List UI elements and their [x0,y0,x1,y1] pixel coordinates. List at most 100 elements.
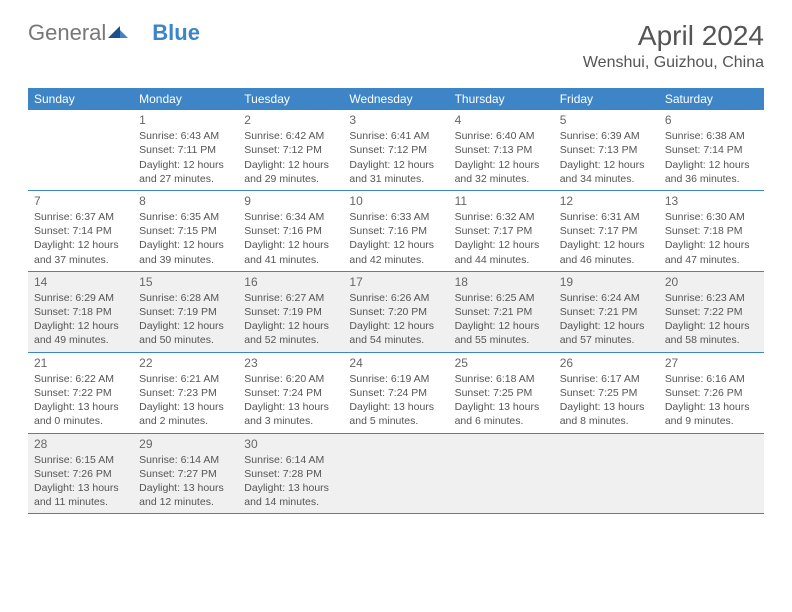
sunrise-text: Sunrise: 6:17 AM [560,372,655,386]
page-location: Wenshui, Guizhou, China [583,54,764,72]
daylight-text: Daylight: 12 hours and 42 minutes. [349,238,444,266]
sunrise-text: Sunrise: 6:43 AM [139,129,234,143]
sunrise-text: Sunrise: 6:18 AM [455,372,550,386]
day-number: 19 [560,274,655,290]
sunrise-text: Sunrise: 6:19 AM [349,372,444,386]
sail-icon [108,20,128,46]
day-cell: 7Sunrise: 6:37 AMSunset: 7:14 PMDaylight… [28,191,133,271]
sunrise-text: Sunrise: 6:28 AM [139,291,234,305]
day-number: 28 [34,436,129,452]
week-row: 28Sunrise: 6:15 AMSunset: 7:26 PMDayligh… [28,434,764,515]
day-cell: 16Sunrise: 6:27 AMSunset: 7:19 PMDayligh… [238,272,343,352]
sunrise-text: Sunrise: 6:15 AM [34,453,129,467]
sunset-text: Sunset: 7:15 PM [139,224,234,238]
dow-header-row: SundayMondayTuesdayWednesdayThursdayFrid… [28,88,764,110]
day-cell: 21Sunrise: 6:22 AMSunset: 7:22 PMDayligh… [28,353,133,433]
daylight-text: Daylight: 13 hours and 3 minutes. [244,400,339,428]
daylight-text: Daylight: 12 hours and 52 minutes. [244,319,339,347]
day-number: 18 [455,274,550,290]
sunset-text: Sunset: 7:26 PM [665,386,760,400]
day-cell: 8Sunrise: 6:35 AMSunset: 7:15 PMDaylight… [133,191,238,271]
sunrise-text: Sunrise: 6:23 AM [665,291,760,305]
dow-header: Saturday [659,88,764,110]
sunset-text: Sunset: 7:16 PM [349,224,444,238]
sunset-text: Sunset: 7:13 PM [455,143,550,157]
day-cell: 26Sunrise: 6:17 AMSunset: 7:25 PMDayligh… [554,353,659,433]
sunrise-text: Sunrise: 6:29 AM [34,291,129,305]
day-number: 8 [139,193,234,209]
day-number: 3 [349,112,444,128]
day-cell: 15Sunrise: 6:28 AMSunset: 7:19 PMDayligh… [133,272,238,352]
day-cell: 23Sunrise: 6:20 AMSunset: 7:24 PMDayligh… [238,353,343,433]
sunrise-text: Sunrise: 6:37 AM [34,210,129,224]
sunset-text: Sunset: 7:20 PM [349,305,444,319]
sunrise-text: Sunrise: 6:16 AM [665,372,760,386]
day-cell: 27Sunrise: 6:16 AMSunset: 7:26 PMDayligh… [659,353,764,433]
sunrise-text: Sunrise: 6:41 AM [349,129,444,143]
sunrise-text: Sunrise: 6:38 AM [665,129,760,143]
sunset-text: Sunset: 7:25 PM [560,386,655,400]
sunset-text: Sunset: 7:24 PM [349,386,444,400]
day-cell: 3Sunrise: 6:41 AMSunset: 7:12 PMDaylight… [343,110,448,190]
day-number: 25 [455,355,550,371]
dow-header: Thursday [449,88,554,110]
day-number: 14 [34,274,129,290]
sunrise-text: Sunrise: 6:42 AM [244,129,339,143]
daylight-text: Daylight: 13 hours and 5 minutes. [349,400,444,428]
title-block: April 2024 Wenshui, Guizhou, China [583,20,764,72]
day-number: 7 [34,193,129,209]
dow-header: Sunday [28,88,133,110]
sunset-text: Sunset: 7:17 PM [455,224,550,238]
week-row: 1Sunrise: 6:43 AMSunset: 7:11 PMDaylight… [28,110,764,191]
day-cell: 5Sunrise: 6:39 AMSunset: 7:13 PMDaylight… [554,110,659,190]
day-number: 5 [560,112,655,128]
sunrise-text: Sunrise: 6:35 AM [139,210,234,224]
day-cell: 30Sunrise: 6:14 AMSunset: 7:28 PMDayligh… [238,434,343,514]
day-cell: 24Sunrise: 6:19 AMSunset: 7:24 PMDayligh… [343,353,448,433]
sunset-text: Sunset: 7:21 PM [560,305,655,319]
sunset-text: Sunset: 7:13 PM [560,143,655,157]
day-cell: 13Sunrise: 6:30 AMSunset: 7:18 PMDayligh… [659,191,764,271]
daylight-text: Daylight: 12 hours and 44 minutes. [455,238,550,266]
daylight-text: Daylight: 13 hours and 8 minutes. [560,400,655,428]
day-cell: 18Sunrise: 6:25 AMSunset: 7:21 PMDayligh… [449,272,554,352]
dow-header: Monday [133,88,238,110]
daylight-text: Daylight: 12 hours and 36 minutes. [665,158,760,186]
day-number: 22 [139,355,234,371]
day-cell: 12Sunrise: 6:31 AMSunset: 7:17 PMDayligh… [554,191,659,271]
day-cell: 22Sunrise: 6:21 AMSunset: 7:23 PMDayligh… [133,353,238,433]
sunset-text: Sunset: 7:23 PM [139,386,234,400]
day-number: 12 [560,193,655,209]
day-cell: 1Sunrise: 6:43 AMSunset: 7:11 PMDaylight… [133,110,238,190]
daylight-text: Daylight: 12 hours and 29 minutes. [244,158,339,186]
sunset-text: Sunset: 7:25 PM [455,386,550,400]
day-number: 17 [349,274,444,290]
daylight-text: Daylight: 13 hours and 0 minutes. [34,400,129,428]
week-row: 7Sunrise: 6:37 AMSunset: 7:14 PM Daylight… [28,191,764,272]
sunrise-text: Sunrise: 6:20 AM [244,372,339,386]
day-cell: 2Sunrise: 6:42 AMSunset: 7:12 PMDaylight… [238,110,343,190]
page-title: April 2024 [583,20,764,52]
week-row: 14Sunrise: 6:29 AMSunset: 7:18 PMDayligh… [28,272,764,353]
sunset-text: Sunset: 7:14 PM [34,224,129,238]
day-number: 6 [665,112,760,128]
sunset-text: Sunset: 7:28 PM [244,467,339,481]
calendar: SundayMondayTuesdayWednesdayThursdayFrid… [28,88,764,514]
sunrise-text: Sunrise: 6:24 AM [560,291,655,305]
day-number: 1 [139,112,234,128]
dow-header: Friday [554,88,659,110]
sunset-text: Sunset: 7:19 PM [139,305,234,319]
daylight-text: Daylight: 12 hours and 32 minutes. [455,158,550,186]
day-cell: 9Sunrise: 6:34 AMSunset: 7:16 PMDaylight… [238,191,343,271]
sunset-text: Sunset: 7:21 PM [455,305,550,319]
sunset-text: Sunset: 7:22 PM [34,386,129,400]
day-number: 4 [455,112,550,128]
sunrise-text: Sunrise: 6:26 AM [349,291,444,305]
sunrise-text: Sunrise: 6:39 AM [560,129,655,143]
day-cell: 17Sunrise: 6:26 AMSunset: 7:20 PMDayligh… [343,272,448,352]
sunset-text: Sunset: 7:12 PM [349,143,444,157]
daylight-text: Daylight: 12 hours and 39 minutes. [139,238,234,266]
week-row: 21Sunrise: 6:22 AMSunset: 7:22 PMDayligh… [28,353,764,434]
sunrise-text: Sunrise: 6:21 AM [139,372,234,386]
day-number: 20 [665,274,760,290]
